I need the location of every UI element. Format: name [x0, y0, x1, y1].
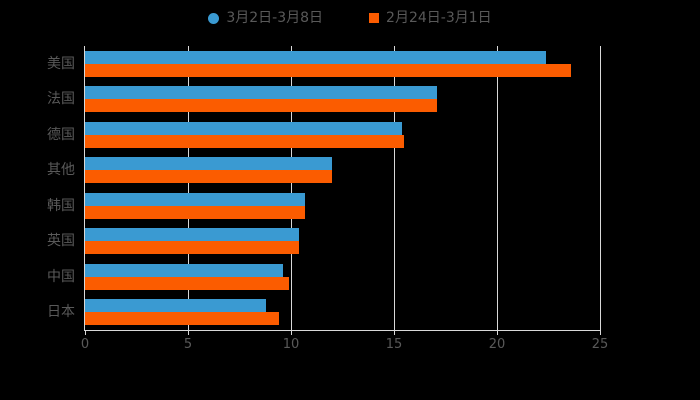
- legend-label: 2月24日-3月1日: [386, 10, 492, 26]
- bar[interactable]: [85, 192, 306, 206]
- x-tick-mark: [600, 330, 601, 335]
- bar[interactable]: [85, 99, 438, 113]
- bar[interactable]: [85, 134, 405, 148]
- bar[interactable]: [85, 170, 333, 184]
- y-category-label: 其他: [47, 162, 75, 179]
- x-tick-mark: [497, 330, 498, 335]
- plot-area: 0 5 10 15 20 25 美国法国德国其他韩国英国中国日本: [47, 46, 608, 351]
- y-category-label: 英国: [47, 233, 75, 250]
- legend-entry[interactable]: 2月24日-3月1日: [369, 11, 492, 25]
- bar[interactable]: [85, 312, 279, 326]
- y-axis-line: [84, 46, 85, 330]
- legend-label: 3月2日-3月8日: [226, 10, 324, 26]
- circle-marker-icon: [208, 12, 220, 24]
- y-category-label: 法国: [47, 91, 75, 108]
- bar[interactable]: [85, 205, 306, 219]
- bar[interactable]: [85, 299, 267, 313]
- x-gridline: [291, 46, 292, 330]
- y-category-label: 日本: [47, 304, 75, 321]
- x-tick-label: 25: [591, 337, 609, 352]
- bar[interactable]: [85, 50, 547, 64]
- x-tick-mark: [394, 330, 395, 335]
- x-tick-label: 20: [488, 337, 506, 352]
- x-tick-mark: [85, 330, 86, 335]
- y-category-label: 德国: [47, 126, 75, 143]
- bar[interactable]: [85, 86, 438, 100]
- x-gridline: [600, 46, 601, 330]
- x-gridline: [497, 46, 498, 330]
- x-tick-mark: [188, 330, 189, 335]
- y-category-label: 中国: [47, 268, 75, 285]
- x-tick-label: 5: [183, 337, 193, 352]
- bar[interactable]: [85, 63, 572, 77]
- bar[interactable]: [85, 276, 289, 290]
- bar[interactable]: [85, 241, 300, 255]
- bar[interactable]: [85, 228, 300, 242]
- square-marker-icon: [369, 13, 380, 23]
- bar[interactable]: [85, 263, 283, 277]
- x-axis-line: [84, 330, 601, 331]
- x-gridline: [394, 46, 395, 330]
- y-category-label: 韩国: [47, 197, 75, 214]
- x-gridline: [188, 46, 189, 330]
- x-tick-label: 10: [282, 337, 300, 352]
- chart-legend: 3月2日-3月8日 2月24日-3月1日: [0, 6, 700, 30]
- bar[interactable]: [85, 157, 333, 171]
- x-tick-label: 15: [385, 337, 403, 352]
- x-tick-label: 0: [80, 337, 90, 352]
- bar[interactable]: [85, 121, 403, 135]
- legend-entry[interactable]: 3月2日-3月8日: [208, 11, 323, 25]
- y-category-label: 美国: [47, 55, 75, 72]
- x-tick-mark: [291, 330, 292, 335]
